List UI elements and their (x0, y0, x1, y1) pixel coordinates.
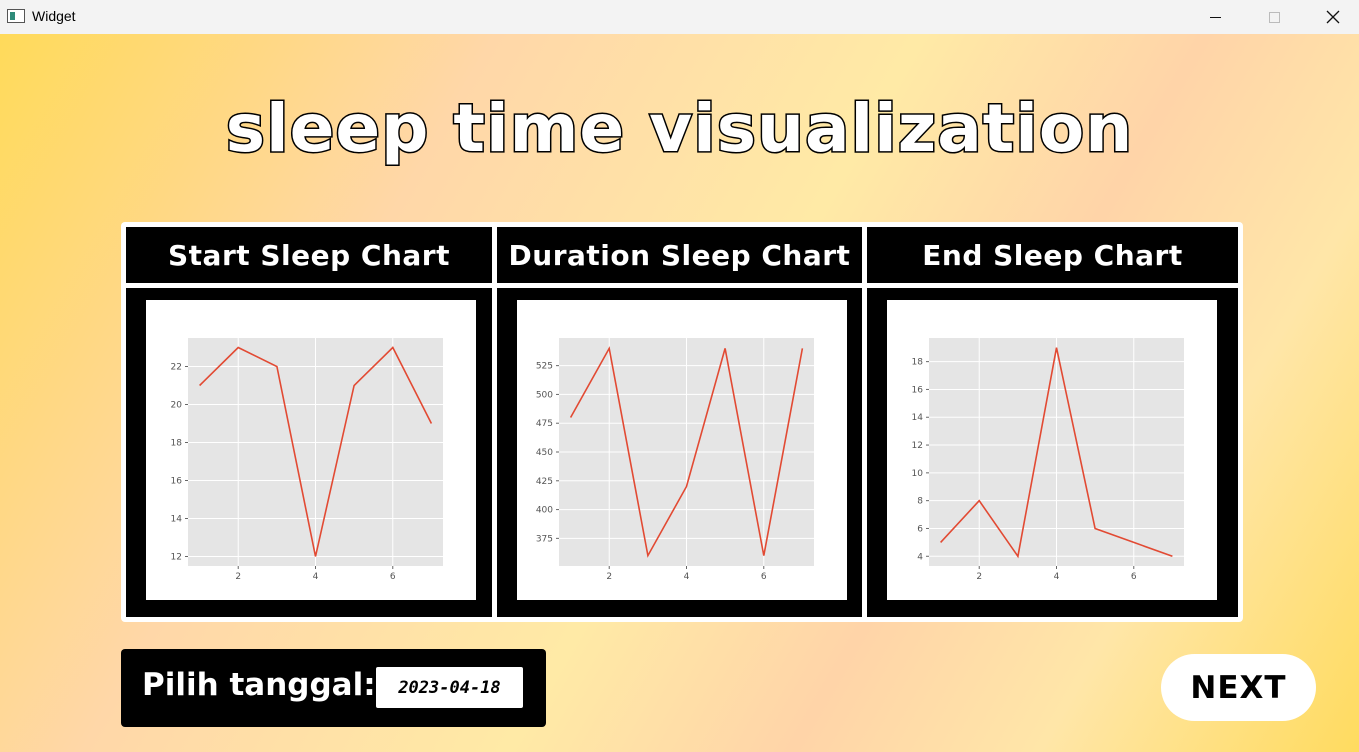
y-tick-label: 16 (912, 385, 924, 395)
close-icon (1326, 10, 1340, 24)
y-tick-label: 12 (912, 441, 923, 451)
y-tick-label: 450 (536, 448, 553, 458)
app-icon (7, 9, 25, 23)
series-line (940, 347, 1173, 559)
y-tick-label: 6 (917, 524, 923, 534)
y-tick-label: 22 (171, 363, 182, 373)
close-button[interactable] (1304, 0, 1359, 34)
x-tick-label: 4 (313, 572, 319, 582)
x-tick-label: 6 (761, 572, 767, 582)
series-line (199, 346, 433, 557)
end-sleep-chart: 2 4 6 4 6 8 10 12 14 16 18 (912, 338, 1184, 582)
y-tick-label: 400 (536, 506, 553, 516)
main-canvas: sleep time visualization Start Sleep Cha… (0, 34, 1359, 752)
y-tick-label: 14 (171, 515, 183, 525)
y-tick-label: 16 (171, 477, 183, 487)
window-titlebar: Widget (0, 0, 1359, 34)
start-sleep-plot: 2 4 6 12 14 16 18 20 22 (146, 300, 476, 600)
y-tick-label: 375 (536, 534, 553, 544)
end-sleep-chart-header: End Sleep Chart (867, 227, 1238, 283)
y-tick-label: 525 (536, 362, 553, 372)
y-tick-label: 475 (536, 419, 553, 429)
y-tick-label: 425 (536, 477, 553, 487)
duration-sleep-chart: 2 4 6 375 400 425 450 475 500 525 (536, 338, 814, 582)
minimize-button[interactable] (1186, 0, 1244, 34)
end-sleep-plot: 2 4 6 4 6 8 10 12 14 16 18 (887, 300, 1217, 600)
next-button[interactable]: NEXT (1161, 654, 1316, 721)
start-sleep-chart: 2 4 6 12 14 16 18 20 22 (171, 338, 443, 582)
start-sleep-chart-panel: 2 4 6 12 14 16 18 20 22 (126, 288, 492, 617)
y-tick-label: 14 (912, 413, 924, 423)
x-tick-label: 2 (606, 572, 612, 582)
y-tick-label: 18 (912, 358, 924, 368)
x-tick-label: 6 (390, 572, 396, 582)
maximize-button[interactable] (1245, 0, 1303, 34)
y-tick-label: 10 (912, 469, 924, 479)
x-tick-label: 2 (235, 572, 241, 582)
y-tick-label: 500 (536, 390, 553, 400)
y-tick-label: 8 (917, 497, 923, 507)
date-picker-label: Pilih tanggal: (142, 667, 376, 703)
x-tick-label: 4 (684, 572, 690, 582)
maximize-icon (1268, 11, 1280, 23)
series-line (569, 346, 804, 558)
duration-sleep-chart-header: Duration Sleep Chart (497, 227, 862, 283)
date-input[interactable] (376, 667, 523, 708)
y-tick-label: 18 (171, 439, 183, 449)
start-sleep-chart-header: Start Sleep Chart (126, 227, 492, 283)
x-tick-label: 6 (1131, 572, 1137, 582)
charts-panel: Start Sleep Chart Duration Sleep Chart E… (121, 222, 1243, 622)
y-tick-label: 20 (171, 401, 183, 411)
page-title: sleep time visualization (224, 89, 1134, 169)
duration-sleep-plot: 2 4 6 375 400 425 450 475 500 525 (517, 300, 847, 600)
y-tick-label: 4 (917, 552, 923, 562)
x-tick-label: 4 (1054, 572, 1060, 582)
window-title: Widget (32, 8, 76, 24)
minimize-icon (1209, 16, 1221, 18)
x-tick-label: 2 (976, 572, 982, 582)
duration-sleep-chart-panel: 2 4 6 375 400 425 450 475 500 525 (497, 288, 862, 617)
end-sleep-chart-panel: 2 4 6 4 6 8 10 12 14 16 18 (867, 288, 1238, 617)
y-tick-label: 12 (171, 553, 182, 563)
date-picker-panel: Pilih tanggal: (121, 649, 546, 727)
